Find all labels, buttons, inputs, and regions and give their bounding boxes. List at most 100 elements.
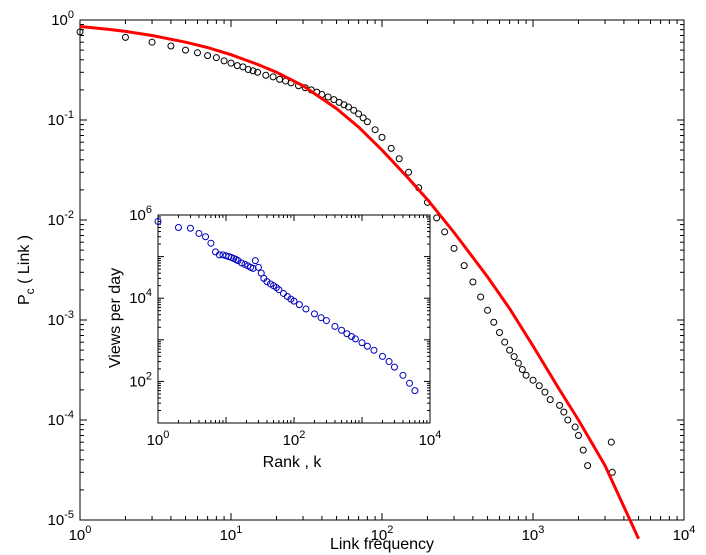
inset-data-point	[215, 251, 223, 259]
main-y-tick-label-base: 10	[51, 12, 68, 29]
main-x-tick-label-exp: 1	[236, 524, 242, 536]
main-data-point	[541, 388, 549, 396]
inset-data-point	[234, 257, 242, 265]
inset-data-point	[154, 217, 162, 225]
main-data-point	[518, 365, 526, 373]
main-x-tick-label-base: 10	[371, 527, 388, 544]
main-data-point	[574, 431, 582, 439]
inset-data-point	[411, 387, 419, 395]
main-data-point	[378, 133, 386, 141]
inset-x-tick-label: 102	[283, 429, 306, 449]
inset-y-tick-label: 102	[129, 370, 152, 390]
main-data-point	[269, 73, 277, 81]
inset-x-tick-label-exp: 2	[299, 429, 305, 441]
inset-x-tick-label-exp: 4	[435, 429, 441, 441]
inset-data-point	[399, 371, 407, 379]
main-data-point	[560, 408, 568, 416]
main-data-point	[579, 446, 587, 454]
main-y-tick-label-exp: 0	[68, 9, 74, 21]
main-data-point	[496, 328, 504, 336]
inset-y-tick-label-base: 10	[129, 373, 146, 390]
main-data-point	[584, 462, 592, 470]
main-data-point	[607, 438, 615, 446]
inset-data-point	[358, 339, 366, 347]
main-data-point	[148, 38, 156, 46]
inset-y-tick-label: 104	[129, 287, 152, 307]
inset-data-point	[385, 358, 393, 366]
main-data-point	[182, 46, 190, 54]
main-data-point	[571, 423, 579, 431]
main-y-tick-label-base: 10	[48, 212, 65, 229]
main-data-point	[262, 71, 270, 79]
main-data-point	[460, 262, 468, 270]
main-y-tick-label-exp: -3	[64, 309, 74, 321]
main-data-point	[324, 93, 332, 101]
main-data-point	[244, 65, 252, 73]
main-data-point	[490, 318, 498, 326]
main-y-tick-label-base: 10	[48, 512, 65, 529]
main-x-tick-label: 101	[220, 524, 243, 544]
main-data-point	[204, 52, 212, 60]
main-data-point	[350, 106, 358, 114]
inset-x-label: Rank , k	[263, 454, 323, 471]
inset-data-point	[322, 317, 330, 325]
inset-data-point	[251, 257, 259, 265]
inset-data-point	[275, 286, 283, 294]
main-data-point	[484, 306, 492, 314]
main-data-point	[564, 416, 572, 424]
main-data-point	[556, 401, 564, 409]
main-x-tick-label-exp: 2	[387, 524, 393, 536]
inset-x-tick-label: 100	[147, 429, 170, 449]
main-y-tick-label-exp: -2	[64, 209, 74, 221]
main-data-point	[405, 168, 413, 176]
main-x-tick-label-base: 10	[673, 527, 690, 544]
main-y-tick-label-base: 10	[48, 112, 65, 129]
main-x-tick-label-base: 10	[220, 527, 237, 544]
inset-data-point	[390, 363, 398, 371]
main-data-point	[345, 103, 353, 111]
main-data-point	[76, 28, 84, 36]
main-y-label-rest: ( Link )	[16, 235, 33, 288]
main-y-tick-label-exp: -4	[64, 409, 74, 421]
inset-data-point	[310, 310, 318, 318]
inset-data-point	[378, 352, 386, 360]
inset-x-tick-label-exp: 0	[163, 429, 169, 441]
main-data-point	[395, 155, 403, 163]
inset-data-point	[302, 305, 310, 313]
main-data-point	[387, 144, 395, 152]
main-x-label: Link frequency	[330, 536, 434, 553]
inset-data-point	[331, 322, 339, 330]
main-x-tick-label-exp: 3	[538, 524, 544, 536]
inset-y-tick-label: 106	[129, 204, 152, 224]
main-data-point	[450, 244, 458, 252]
main-y-tick-label: 10-5	[48, 509, 74, 529]
main-data-point	[220, 57, 228, 65]
main-y-tick-label: 10-3	[48, 309, 74, 329]
main-y-label-sub: c	[23, 288, 37, 294]
main-data-point	[371, 126, 379, 134]
main-data-point	[355, 110, 363, 118]
inset-ticks	[157, 215, 430, 424]
inset-y-tick-label-exp: 2	[146, 370, 152, 382]
main-x-tick-label: 104	[673, 524, 696, 544]
main-data-point	[506, 346, 514, 354]
inset-data-point	[254, 263, 262, 271]
inset-x-tick-label: 104	[419, 429, 442, 449]
inset-data-point	[238, 259, 246, 267]
inset-y-tick-label-base: 10	[129, 207, 146, 224]
main-data-point	[227, 59, 235, 67]
main-y-tick-label: 10-1	[48, 109, 74, 129]
inset-data-point	[174, 224, 182, 232]
main-data-point	[522, 371, 530, 379]
inset-data-point	[370, 346, 378, 354]
main-data-point	[249, 67, 257, 75]
main-y-tick-label-exp: -5	[64, 509, 74, 521]
main-y-label-p: P	[16, 294, 33, 305]
main-data-point	[254, 68, 262, 76]
inset-data-point	[290, 297, 298, 305]
main-data-point	[501, 338, 509, 346]
inset-data-point	[195, 229, 203, 237]
